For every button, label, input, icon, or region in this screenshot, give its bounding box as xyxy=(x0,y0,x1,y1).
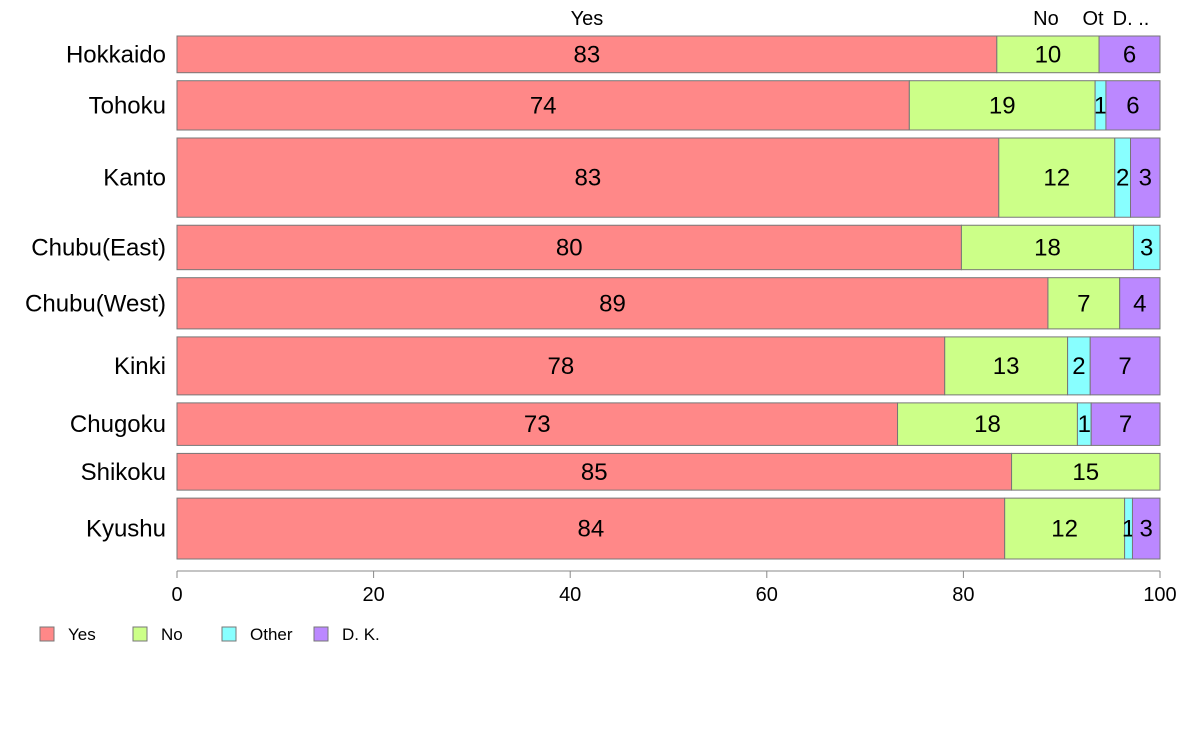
bar-segment-4-3 xyxy=(1119,277,1161,330)
legend-swatch-3 xyxy=(313,626,329,642)
bar-segment-2-0 xyxy=(176,137,1000,218)
data-label-5-0: 78 xyxy=(548,353,575,380)
data-label-0-0: 83 xyxy=(574,41,601,68)
bar-segment-0-1 xyxy=(996,35,1100,74)
row-label-3: Chubu(East) xyxy=(31,234,166,261)
data-label-5-2: 2 xyxy=(1072,353,1085,380)
bar-segment-3-0 xyxy=(176,224,962,271)
bar-segment-7-1 xyxy=(1011,452,1161,491)
x-tick-label-1: 20 xyxy=(362,584,384,606)
data-label-2-1: 12 xyxy=(1043,165,1070,192)
top-label-3: D. .. xyxy=(1113,8,1150,30)
data-label-0-3: 6 xyxy=(1123,41,1136,68)
bar-segment-8-3 xyxy=(1131,497,1161,560)
bar-segment-0-0 xyxy=(176,35,998,74)
legend-swatch-2 xyxy=(221,626,237,642)
bar-segment-1-1 xyxy=(908,80,1096,131)
x-tick-label-3: 60 xyxy=(756,584,778,606)
row-label-7: Shikoku xyxy=(81,459,166,486)
bar-segment-0-3 xyxy=(1098,35,1161,74)
bar-segment-8-0 xyxy=(176,497,1006,560)
row-label-6: Chugoku xyxy=(70,411,166,438)
data-label-8-1: 12 xyxy=(1051,516,1078,543)
x-tick-label-5: 100 xyxy=(1143,584,1176,606)
data-label-1-3: 6 xyxy=(1126,92,1139,119)
x-tick-label-4: 80 xyxy=(952,584,974,606)
data-label-3-1: 18 xyxy=(1034,234,1061,261)
data-label-1-2: 1 xyxy=(1094,92,1107,119)
top-label-1: No xyxy=(1033,8,1059,30)
bar-segment-2-1 xyxy=(998,137,1116,218)
bar-segment-5-3 xyxy=(1089,336,1161,396)
row-label-8: Kyushu xyxy=(86,516,166,543)
data-label-7-0: 85 xyxy=(581,459,608,486)
data-label-2-0: 83 xyxy=(575,165,602,192)
data-label-5-3: 7 xyxy=(1118,353,1131,380)
data-label-3-0: 80 xyxy=(556,234,583,261)
bar-segment-6-0 xyxy=(176,402,899,446)
data-label-4-0: 89 xyxy=(599,290,626,317)
data-label-6-0: 73 xyxy=(524,411,551,438)
data-label-6-1: 18 xyxy=(974,411,1001,438)
legend-label-2: Other xyxy=(250,625,293,644)
data-label-8-3: 3 xyxy=(1140,516,1153,543)
bar-segment-1-0 xyxy=(176,80,910,131)
x-tick-label-0: 0 xyxy=(171,584,182,606)
bar-segment-8-1 xyxy=(1004,497,1126,560)
row-label-5: Kinki xyxy=(114,353,166,380)
top-label-2: Ot xyxy=(1082,8,1104,30)
data-label-5-1: 13 xyxy=(993,353,1020,380)
bar-segment-2-3 xyxy=(1130,137,1161,218)
data-label-7-1: 15 xyxy=(1072,459,1099,486)
top-label-0: Yes xyxy=(571,8,604,30)
row-label-1: Tohoku xyxy=(89,92,166,119)
data-label-6-3: 7 xyxy=(1119,411,1132,438)
legend-label-1: No xyxy=(161,625,183,644)
data-label-6-2: 1 xyxy=(1078,411,1091,438)
bar-segment-4-1 xyxy=(1047,277,1121,330)
bar-segment-5-1 xyxy=(944,336,1069,396)
bar-segment-3-1 xyxy=(960,224,1134,271)
data-label-8-0: 84 xyxy=(577,516,604,543)
data-label-2-3: 3 xyxy=(1139,165,1152,192)
data-label-2-2: 2 xyxy=(1116,165,1129,192)
legend-swatch-1 xyxy=(132,626,148,642)
row-label-2: Kanto xyxy=(103,165,166,192)
legend-label-3: D. K. xyxy=(342,625,380,644)
bar-segment-7-0 xyxy=(176,452,1013,491)
legend-swatch-0 xyxy=(39,626,55,642)
data-label-4-3: 4 xyxy=(1133,290,1146,317)
data-label-4-1: 7 xyxy=(1077,290,1090,317)
row-label-0: Hokkaido xyxy=(66,41,166,68)
bar-segment-1-3 xyxy=(1105,80,1161,131)
row-label-4: Chubu(West) xyxy=(25,290,166,317)
data-label-1-0: 74 xyxy=(530,92,557,119)
data-label-0-1: 10 xyxy=(1035,41,1062,68)
data-label-1-1: 19 xyxy=(989,92,1016,119)
x-tick-label-2: 40 xyxy=(559,584,581,606)
legend-label-0: Yes xyxy=(68,625,96,644)
data-label-3-2: 3 xyxy=(1140,234,1153,261)
data-label-8-2: 1 xyxy=(1122,516,1135,543)
bar-segment-3-2 xyxy=(1132,224,1161,271)
bar-segment-5-0 xyxy=(176,336,946,396)
bar-segment-6-3 xyxy=(1090,402,1161,446)
